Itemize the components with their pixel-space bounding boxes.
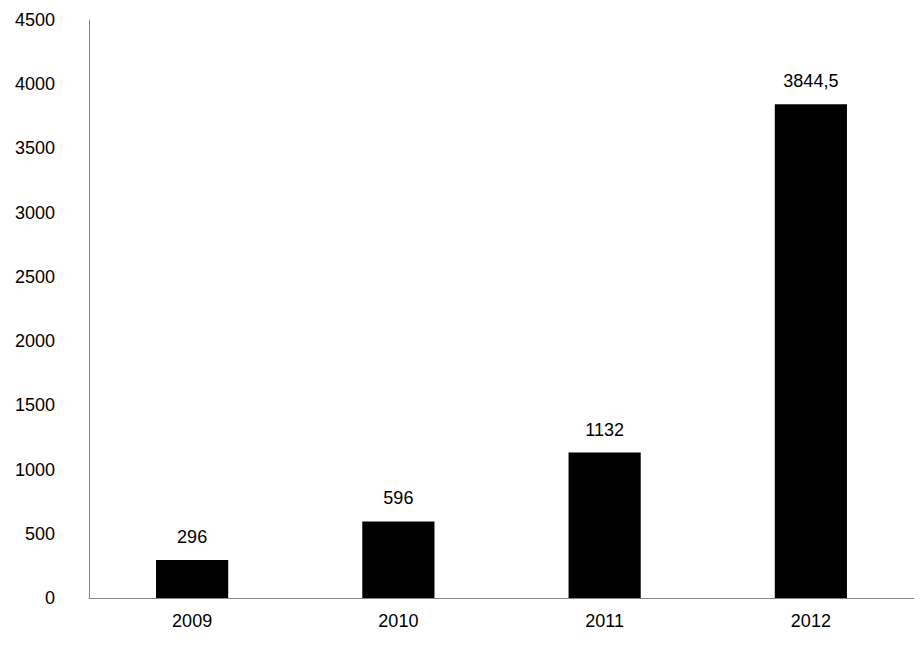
- svg-text:2000: 2000: [15, 331, 55, 351]
- svg-text:2012: 2012: [791, 611, 831, 631]
- svg-text:4500: 4500: [15, 10, 55, 30]
- svg-text:0: 0: [45, 588, 55, 608]
- svg-text:2009: 2009: [172, 611, 212, 631]
- svg-text:2010: 2010: [378, 611, 418, 631]
- svg-text:3844,5: 3844,5: [783, 71, 838, 91]
- svg-text:2500: 2500: [15, 267, 55, 287]
- svg-text:3500: 3500: [15, 138, 55, 158]
- svg-text:1500: 1500: [15, 395, 55, 415]
- svg-text:3000: 3000: [15, 203, 55, 223]
- svg-text:500: 500: [25, 524, 55, 544]
- svg-text:596: 596: [383, 488, 413, 508]
- svg-text:1000: 1000: [15, 460, 55, 480]
- svg-text:1132: 1132: [585, 420, 624, 440]
- svg-text:296: 296: [177, 527, 207, 547]
- svg-text:2011: 2011: [585, 611, 624, 631]
- svg-text:4000: 4000: [15, 74, 55, 94]
